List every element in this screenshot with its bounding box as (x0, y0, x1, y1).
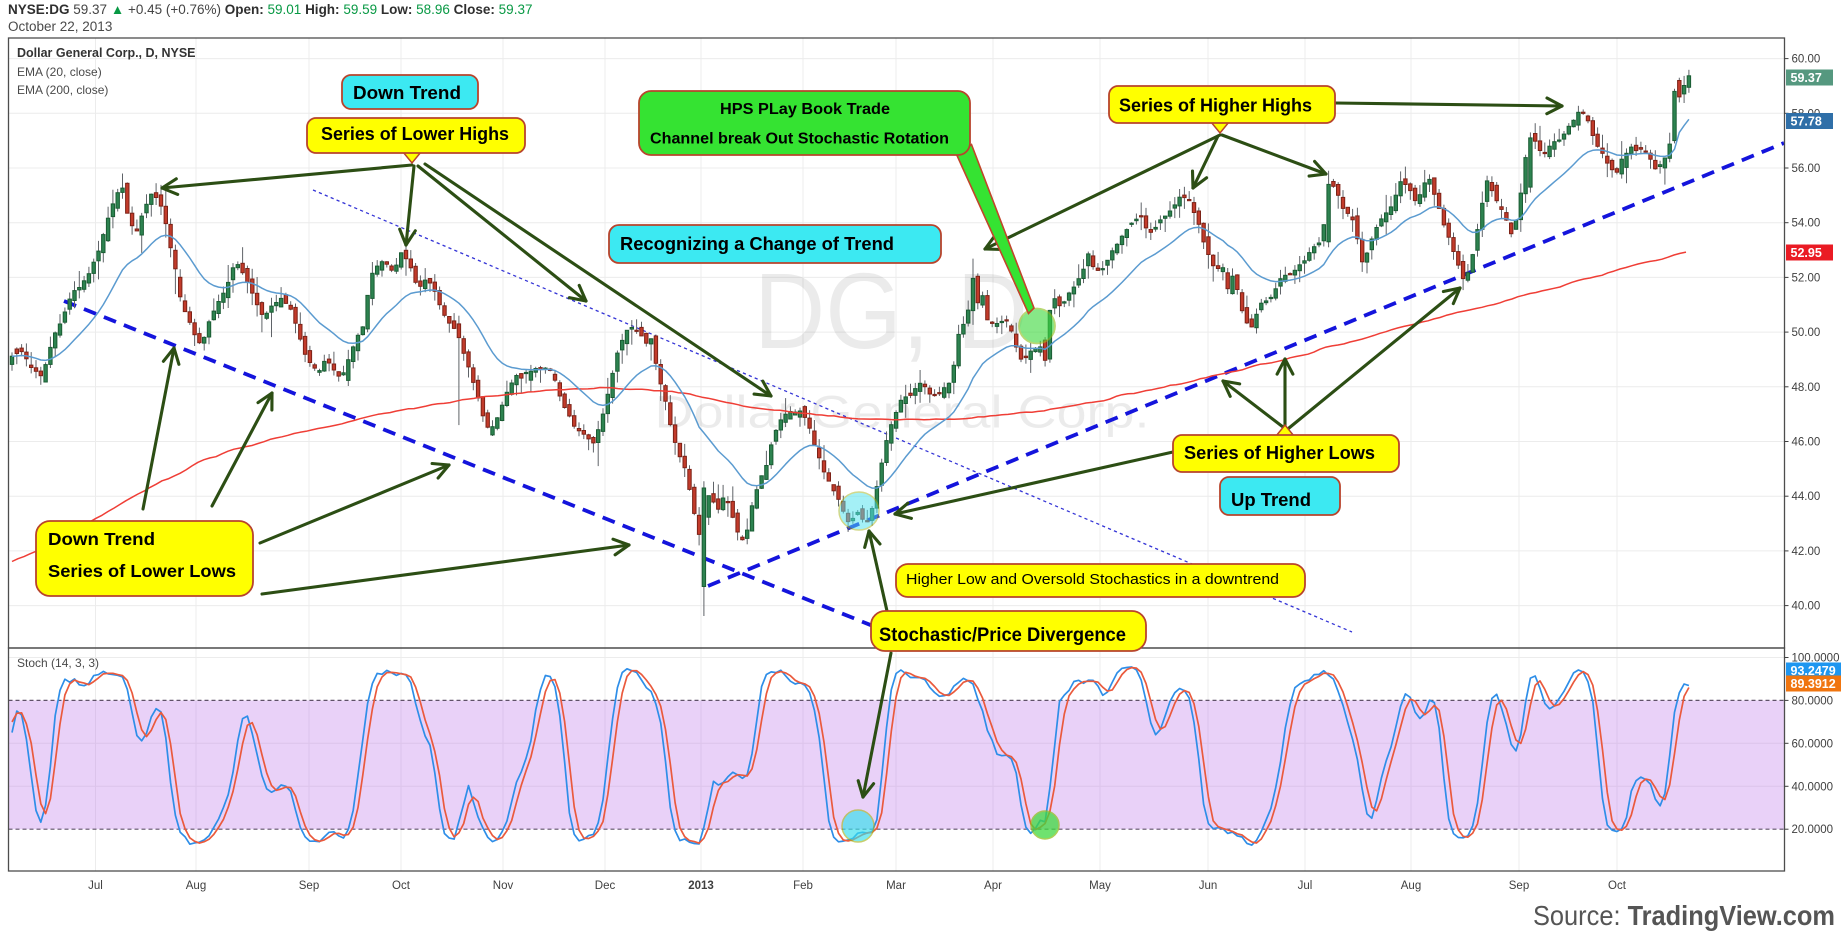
svg-text:Stoch (14, 3, 3): Stoch (14, 3, 3) (17, 656, 99, 670)
svg-text:89.3912: 89.3912 (1791, 677, 1836, 691)
svg-text:Jun: Jun (1199, 880, 1218, 892)
svg-text:Recognizing a Change of Trend: Recognizing a Change of Trend (620, 233, 894, 254)
svg-text:Source: TradingView.com: Source: TradingView.com (1533, 900, 1835, 931)
svg-text:48.00: 48.00 (1792, 382, 1821, 394)
svg-text:60.0000: 60.0000 (1792, 738, 1834, 750)
svg-text:Aug: Aug (186, 880, 206, 892)
svg-text:52.95: 52.95 (1791, 246, 1822, 260)
svg-text:Down Trend: Down Trend (48, 529, 155, 549)
svg-text:October 22, 2013: October 22, 2013 (8, 19, 112, 34)
svg-text:59.37: 59.37 (1791, 71, 1822, 85)
svg-text:2013: 2013 (688, 880, 714, 892)
svg-text:60.00: 60.00 (1792, 54, 1821, 66)
svg-text:Jul: Jul (1298, 880, 1313, 892)
svg-text:Dollar General Corp., D, NYSE: Dollar General Corp., D, NYSE (17, 46, 196, 60)
svg-text:Nov: Nov (493, 880, 514, 892)
svg-text:Series of Higher Lows: Series of Higher Lows (1184, 443, 1375, 463)
svg-text:Up Trend: Up Trend (1231, 490, 1311, 510)
svg-text:NYSE:DG 59.37 ▲ +0.45 (+0.76%): NYSE:DG 59.37 ▲ +0.45 (+0.76%) Open: 59.… (8, 2, 532, 17)
svg-text:57.78: 57.78 (1791, 115, 1822, 129)
svg-text:40.00: 40.00 (1792, 601, 1821, 613)
svg-text:May: May (1089, 880, 1111, 892)
svg-text:Apr: Apr (984, 880, 1002, 892)
svg-text:Mar: Mar (886, 880, 906, 892)
svg-text:80.0000: 80.0000 (1792, 695, 1834, 707)
svg-text:HPS PLay Book Trade: HPS PLay Book Trade (720, 101, 890, 118)
svg-text:Feb: Feb (793, 880, 813, 892)
svg-text:42.00: 42.00 (1792, 546, 1821, 558)
svg-text:Channel break Out Stochastic R: Channel break Out Stochastic Rotation (650, 131, 949, 148)
svg-text:Oct: Oct (392, 880, 411, 892)
svg-text:Higher Low and Oversold Stocha: Higher Low and Oversold Stochastics in a… (906, 572, 1279, 588)
svg-text:Series of Lower Highs: Series of Lower Highs (321, 123, 509, 144)
svg-text:Stochastic/Price Divergence: Stochastic/Price Divergence (879, 625, 1126, 646)
svg-text:40.0000: 40.0000 (1792, 781, 1834, 793)
svg-text:50.00: 50.00 (1792, 327, 1821, 339)
svg-text:56.00: 56.00 (1792, 163, 1821, 175)
svg-text:EMA (20, close): EMA (20, close) (17, 65, 102, 79)
svg-text:54.00: 54.00 (1792, 218, 1821, 230)
svg-text:20.0000: 20.0000 (1792, 824, 1834, 836)
svg-text:EMA (200, close): EMA (200, close) (17, 83, 108, 97)
svg-text:Jul: Jul (88, 880, 103, 892)
svg-text:Sep: Sep (299, 880, 319, 892)
svg-text:Oct: Oct (1608, 880, 1627, 892)
svg-text:Sep: Sep (1509, 880, 1529, 892)
svg-text:Down Trend: Down Trend (353, 82, 461, 103)
svg-text:46.00: 46.00 (1792, 437, 1821, 449)
svg-text:Dec: Dec (595, 880, 616, 892)
svg-text:Aug: Aug (1401, 880, 1421, 892)
svg-text:Series of Lower Lows: Series of Lower Lows (48, 561, 236, 581)
svg-text:Series of Higher Highs: Series of Higher Highs (1119, 96, 1312, 116)
svg-text:52.00: 52.00 (1792, 272, 1821, 284)
svg-text:44.00: 44.00 (1792, 491, 1821, 503)
